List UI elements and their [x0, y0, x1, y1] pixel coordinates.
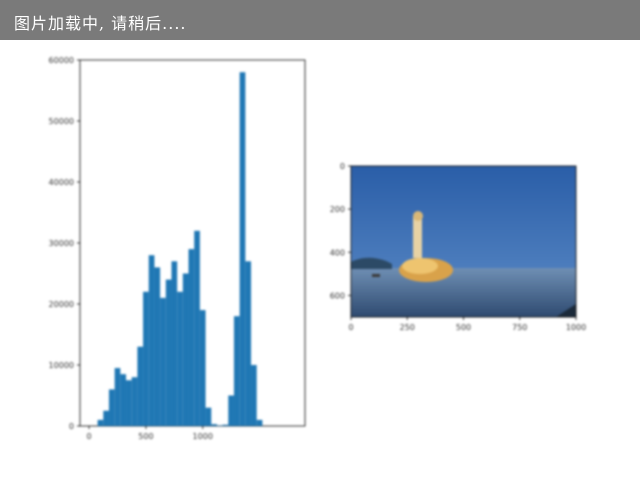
photo-statue	[413, 216, 422, 258]
histogram-bar	[239, 72, 246, 426]
photo-boat	[372, 274, 380, 277]
histogram-bar	[188, 249, 195, 426]
histogram-bar	[165, 279, 172, 426]
histogram-bar	[143, 291, 149, 426]
histogram-bar	[222, 424, 229, 426]
y-tick-label: 20000	[49, 300, 74, 309]
histogram-bar	[211, 424, 217, 426]
loading-banner: 图片加载中, 请稍后....	[0, 0, 640, 40]
photo-sea	[351, 268, 576, 317]
histogram-bar	[137, 346, 144, 426]
histogram-bar	[251, 365, 257, 426]
y-tick-label: 30000	[49, 239, 74, 248]
photo-rock-highlight	[402, 258, 438, 274]
y-tick-label: 40000	[49, 178, 74, 187]
histogram-bar	[120, 374, 127, 426]
image-y-tick-label: 200	[330, 205, 345, 214]
histogram-bar	[171, 261, 178, 426]
histogram-bar	[205, 407, 212, 426]
figure-area: 0 500 1000 0 10000 20000 30000 40000 50000 60000…	[0, 40, 640, 480]
image-x-tick-label: 250	[400, 323, 415, 332]
y-tick-label: 60000	[49, 56, 74, 65]
histogram-bar	[131, 377, 138, 426]
y-tick-label: 10000	[49, 361, 74, 370]
y-tick-label: 0	[69, 422, 74, 431]
image-y-tick-label: 600	[330, 291, 345, 300]
histogram-bar	[177, 291, 183, 426]
histogram-bar	[103, 410, 109, 426]
histogram-bar	[199, 310, 206, 426]
y-tick-label: 50000	[49, 117, 74, 126]
x-tick-label: 0	[87, 432, 92, 441]
image-plot: 0 250 500 750 1000 0 200 400 600	[330, 162, 586, 332]
image-x-tick-label: 1000	[566, 323, 586, 332]
histogram-bar	[233, 316, 240, 426]
histogram-bar	[245, 261, 252, 426]
histogram-bar	[194, 230, 200, 426]
histogram-bar	[148, 255, 155, 426]
image-y-tick-label: 0	[340, 162, 345, 171]
photo-corner-shadow	[556, 304, 576, 317]
histogram-bar	[114, 368, 121, 426]
photo-statue-head	[413, 211, 423, 221]
photo-distant-land	[351, 257, 392, 269]
loading-text: 图片加载中, 请稍后....	[14, 14, 187, 33]
x-tick-label: 500	[138, 432, 153, 441]
image-y-tick-label: 400	[330, 248, 345, 257]
histogram-bar	[126, 380, 132, 426]
histogram-bar	[216, 425, 223, 426]
image-x-ticks: 0 250 500 750 1000	[348, 317, 586, 332]
histogram-x-ticks: 0 500 1000	[87, 426, 213, 441]
histogram-bar	[256, 419, 263, 426]
figure-svg: 0 500 1000 0100002000030000400005000060000…	[49, 56, 587, 441]
histogram-bar	[154, 267, 161, 426]
image-x-tick-label: 0	[348, 323, 353, 332]
x-tick-label: 1000	[193, 432, 213, 441]
histogram-bar	[97, 419, 104, 426]
histogram-y-ticks: 0 10000 20000 30000 40000 50000 60000	[49, 56, 80, 431]
image-y-ticks: 0 200 400 600	[330, 162, 351, 300]
histogram-chart: 0 500 1000 0 10000 20000 30000 40000 50000 60000	[49, 56, 306, 441]
histogram-bar	[108, 389, 115, 426]
image-x-tick-label: 750	[512, 323, 527, 332]
histogram-bar	[182, 273, 189, 426]
histogram-bars	[97, 72, 263, 426]
histogram-bar	[160, 297, 166, 426]
histogram-bar	[228, 395, 234, 426]
image-x-tick-label: 500	[456, 323, 471, 332]
